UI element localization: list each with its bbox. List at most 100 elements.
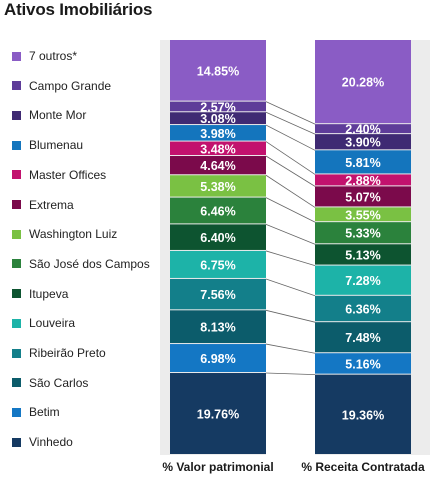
- data-label: 5.07%: [345, 190, 380, 204]
- bar-segment-s-o-jos-dos-campos-2: [315, 222, 411, 244]
- legend-swatch: [12, 229, 21, 239]
- bar-segment-monte-mor-2: [315, 134, 411, 150]
- legend-swatch: [12, 289, 21, 299]
- legend-label: São Carlos: [29, 375, 89, 390]
- connector-line: [265, 141, 316, 175]
- legend-label: Extrema: [29, 197, 74, 212]
- legend-swatch: [12, 407, 21, 417]
- category-label: % Valor patrimonial: [162, 460, 273, 474]
- legend-label: Louveira: [29, 316, 76, 331]
- bar-segment-extrema-2: [315, 186, 411, 207]
- legend-swatch: [12, 140, 21, 150]
- bar-segment-master-offices-1: [170, 141, 266, 156]
- connector-line: [265, 309, 316, 323]
- legend-swatch: [12, 318, 21, 328]
- bar-segment-monte-mor-1: [170, 112, 266, 125]
- bar-segment-7-outros--1: [170, 40, 266, 101]
- bar-segment-vinhedo-1: [170, 373, 266, 454]
- data-label: 6.98%: [200, 352, 235, 366]
- connector-line: [265, 250, 316, 266]
- bar-segment-betim-1: [170, 344, 266, 373]
- bar-segment-s-o-jos-dos-campos-1: [170, 197, 266, 224]
- bar-segment-blumenau-1: [170, 125, 266, 141]
- legend-swatch: [12, 81, 21, 91]
- bar-segment-master-offices-2: [315, 174, 411, 186]
- legend-item: Extrema: [12, 197, 74, 213]
- bar-segment-louveira-2: [315, 265, 411, 295]
- legend-label: Master Offices: [29, 167, 107, 182]
- legend-item: Monte Mor: [12, 107, 86, 123]
- data-label: 4.64%: [200, 159, 235, 173]
- legend-item: Washington Luiz: [12, 226, 117, 242]
- connector-line: [265, 124, 316, 151]
- data-label: 5.16%: [345, 357, 380, 371]
- bar-gap: [266, 40, 315, 455]
- data-label: 5.81%: [345, 156, 380, 170]
- legend-item: Ribeirão Preto: [12, 345, 106, 361]
- legend-label: Washington Luiz: [29, 227, 118, 242]
- data-label: 6.40%: [200, 231, 235, 245]
- category-label: % Receita Contratada: [301, 460, 425, 474]
- legend-swatch: [12, 110, 21, 120]
- data-label: 3.90%: [345, 136, 380, 150]
- legend-label: Monte Mor: [29, 108, 87, 123]
- connector-line: [265, 224, 316, 245]
- data-label: 5.33%: [345, 227, 380, 241]
- bar-segment-washington-luiz-2: [315, 207, 411, 222]
- data-label: 2.57%: [200, 100, 235, 114]
- data-label: 8.13%: [200, 321, 235, 335]
- data-label: 6.75%: [200, 258, 235, 272]
- connector-line: [265, 174, 316, 208]
- legend-item: Vinhedo: [12, 434, 73, 450]
- legend-label: Betim: [29, 405, 60, 420]
- bar-segment-betim-2: [315, 353, 411, 374]
- data-label: 5.38%: [200, 180, 235, 194]
- legend-item: São José dos Campos: [12, 256, 150, 272]
- legend-item: Betim: [12, 404, 60, 420]
- legend-item: Louveira: [12, 315, 75, 331]
- connector-line: [265, 372, 316, 376]
- data-label: 3.98%: [200, 127, 235, 141]
- connector-line: [265, 278, 316, 297]
- data-label: 5.13%: [345, 248, 380, 262]
- bar-segment-vinhedo-2: [315, 374, 411, 454]
- legend-swatch: [12, 200, 21, 209]
- bar-segment-campo-grande-1: [170, 101, 266, 112]
- legend-label: 7 outros*: [29, 49, 78, 63]
- connector-line: [265, 111, 316, 135]
- data-label: 7.56%: [200, 288, 235, 302]
- bar-segment-washington-luiz-1: [170, 175, 266, 197]
- connector-line: [265, 155, 316, 187]
- bar-segment-campo-grande-2: [315, 124, 411, 134]
- bar-segment-extrema-1: [170, 156, 266, 175]
- bar-segment-ribeir-o-preto-2: [315, 295, 411, 322]
- bar-segment-7-outros--2: [315, 40, 411, 124]
- data-label: 6.36%: [345, 302, 380, 316]
- legend-swatch: [12, 51, 21, 61]
- bar-segment-s-o-carlos-2: [315, 322, 411, 353]
- connector-line: [265, 101, 316, 125]
- legend-label: Campo Grande: [29, 78, 112, 93]
- data-label: 7.48%: [345, 331, 380, 345]
- legend-label: Itupeva: [29, 286, 69, 301]
- legend-swatch: [12, 378, 21, 388]
- legend-swatch: [12, 437, 21, 447]
- data-label: 20.28%: [342, 76, 384, 90]
- data-label: 7.28%: [345, 274, 380, 288]
- connector-line: [265, 343, 316, 354]
- bar-segment-louveira-1: [170, 250, 266, 278]
- bar-segment-blumenau-2: [315, 150, 411, 174]
- chart-title: Ativos Imobiliários: [4, 0, 153, 19]
- data-label: 6.46%: [200, 204, 235, 218]
- bar-segment-ribeir-o-preto-1: [170, 278, 266, 310]
- legend-item: Itupeva: [12, 286, 68, 302]
- legend-swatch: [12, 348, 21, 358]
- legend-label: Vinhedo: [29, 435, 73, 450]
- bar-segment-itupeva-1: [170, 224, 266, 250]
- legend-swatch: [12, 259, 21, 269]
- data-label: 19.36%: [342, 408, 384, 422]
- legend-label: Ribeirão Preto: [29, 346, 106, 360]
- legend-label: Blumenau: [29, 138, 84, 153]
- data-label: 3.48%: [200, 142, 235, 156]
